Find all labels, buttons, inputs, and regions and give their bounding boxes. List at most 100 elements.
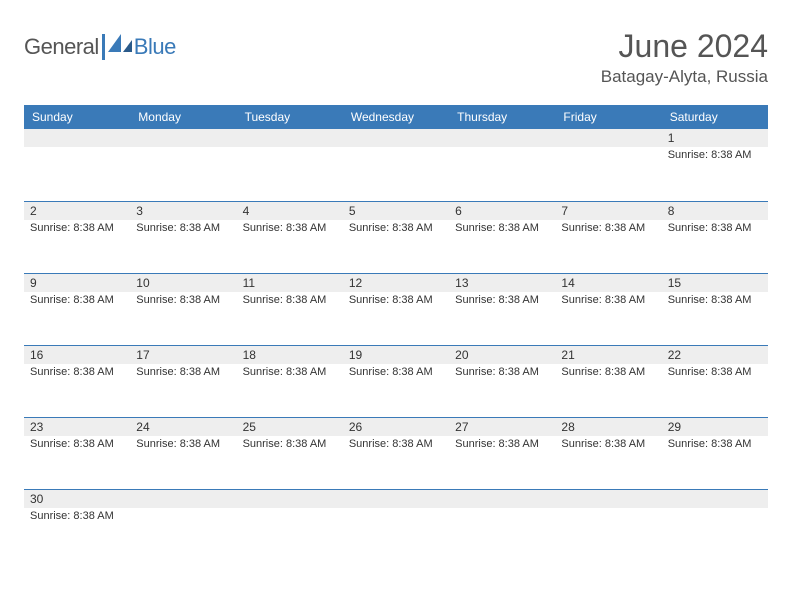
day-number: 12 bbox=[343, 274, 449, 292]
sunrise-time: Sunrise: 8:38 AM bbox=[24, 508, 130, 524]
day-number: 20 bbox=[449, 346, 555, 364]
day-number bbox=[662, 490, 768, 508]
day-number: 2 bbox=[24, 202, 130, 220]
weekday-friday: Friday bbox=[555, 105, 661, 129]
day-number: 8 bbox=[662, 202, 768, 220]
sunrise-time: Sunrise: 8:38 AM bbox=[130, 364, 236, 380]
day-number bbox=[130, 129, 236, 147]
day-number bbox=[130, 490, 236, 508]
weekday-saturday: Saturday bbox=[662, 105, 768, 129]
calendar-day bbox=[237, 490, 343, 561]
calendar-day: 3Sunrise: 8:38 AM bbox=[130, 202, 236, 273]
day-number: 26 bbox=[343, 418, 449, 436]
calendar-day: 29Sunrise: 8:38 AM bbox=[662, 418, 768, 489]
day-number bbox=[449, 490, 555, 508]
calendar-day: 21Sunrise: 8:38 AM bbox=[555, 346, 661, 417]
calendar-day: 17Sunrise: 8:38 AM bbox=[130, 346, 236, 417]
day-number: 22 bbox=[662, 346, 768, 364]
sunrise-time: Sunrise: 8:38 AM bbox=[449, 364, 555, 380]
sunrise-time: Sunrise: 8:38 AM bbox=[343, 220, 449, 236]
calendar-day bbox=[130, 129, 236, 201]
day-number: 17 bbox=[130, 346, 236, 364]
sunrise-time: Sunrise: 8:38 AM bbox=[24, 292, 130, 308]
day-number: 3 bbox=[130, 202, 236, 220]
sunrise-time: Sunrise: 8:38 AM bbox=[130, 220, 236, 236]
logo-text-general: General bbox=[24, 34, 99, 60]
sunrise-time: Sunrise: 8:38 AM bbox=[555, 364, 661, 380]
calendar-day bbox=[343, 129, 449, 201]
calendar-day: 20Sunrise: 8:38 AM bbox=[449, 346, 555, 417]
day-number bbox=[237, 490, 343, 508]
calendar-day: 6Sunrise: 8:38 AM bbox=[449, 202, 555, 273]
calendar-day: 15Sunrise: 8:38 AM bbox=[662, 274, 768, 345]
sunrise-time: Sunrise: 8:38 AM bbox=[343, 292, 449, 308]
sunrise-time: Sunrise: 8:38 AM bbox=[449, 436, 555, 452]
day-number: 4 bbox=[237, 202, 343, 220]
sunrise-time: Sunrise: 8:38 AM bbox=[130, 292, 236, 308]
title-block: June 2024 Batagay-Alyta, Russia bbox=[601, 28, 768, 87]
calendar-day: 2Sunrise: 8:38 AM bbox=[24, 202, 130, 273]
day-number bbox=[343, 129, 449, 147]
calendar-day: 27Sunrise: 8:38 AM bbox=[449, 418, 555, 489]
calendar-day bbox=[343, 490, 449, 561]
sunrise-time: Sunrise: 8:38 AM bbox=[237, 292, 343, 308]
day-number bbox=[555, 129, 661, 147]
day-number bbox=[237, 129, 343, 147]
logo-text-blue: Blue bbox=[134, 34, 176, 60]
sunrise-time: Sunrise: 8:38 AM bbox=[662, 292, 768, 308]
calendar-day bbox=[237, 129, 343, 201]
calendar-week: 2Sunrise: 8:38 AM3Sunrise: 8:38 AM4Sunri… bbox=[24, 201, 768, 273]
calendar-week: 1Sunrise: 8:38 AM bbox=[24, 129, 768, 201]
calendar-day: 25Sunrise: 8:38 AM bbox=[237, 418, 343, 489]
calendar-day: 30Sunrise: 8:38 AM bbox=[24, 490, 130, 561]
calendar-day: 24Sunrise: 8:38 AM bbox=[130, 418, 236, 489]
calendar-day: 7Sunrise: 8:38 AM bbox=[555, 202, 661, 273]
day-number: 25 bbox=[237, 418, 343, 436]
weekday-wednesday: Wednesday bbox=[343, 105, 449, 129]
day-number: 30 bbox=[24, 490, 130, 508]
sunrise-time: Sunrise: 8:38 AM bbox=[555, 292, 661, 308]
sunrise-time: Sunrise: 8:38 AM bbox=[343, 364, 449, 380]
calendar-day: 22Sunrise: 8:38 AM bbox=[662, 346, 768, 417]
weekday-header-row: Sunday Monday Tuesday Wednesday Thursday… bbox=[24, 105, 768, 129]
sunrise-time: Sunrise: 8:38 AM bbox=[449, 292, 555, 308]
sunrise-time: Sunrise: 8:38 AM bbox=[662, 436, 768, 452]
day-number: 29 bbox=[662, 418, 768, 436]
day-number: 28 bbox=[555, 418, 661, 436]
day-number: 23 bbox=[24, 418, 130, 436]
sunrise-time: Sunrise: 8:38 AM bbox=[24, 220, 130, 236]
day-number: 10 bbox=[130, 274, 236, 292]
calendar-day: 13Sunrise: 8:38 AM bbox=[449, 274, 555, 345]
sunrise-time: Sunrise: 8:38 AM bbox=[555, 220, 661, 236]
calendar-day: 19Sunrise: 8:38 AM bbox=[343, 346, 449, 417]
day-number bbox=[449, 129, 555, 147]
month-title: June 2024 bbox=[601, 28, 768, 65]
logo-sail-icon bbox=[108, 34, 132, 52]
calendar-day bbox=[449, 129, 555, 201]
day-number: 7 bbox=[555, 202, 661, 220]
logo-divider bbox=[102, 34, 105, 60]
sunrise-time: Sunrise: 8:38 AM bbox=[237, 436, 343, 452]
calendar-day: 9Sunrise: 8:38 AM bbox=[24, 274, 130, 345]
brand-logo: General Blue bbox=[24, 34, 176, 60]
calendar-day: 1Sunrise: 8:38 AM bbox=[662, 129, 768, 201]
day-number: 19 bbox=[343, 346, 449, 364]
calendar-day: 18Sunrise: 8:38 AM bbox=[237, 346, 343, 417]
calendar-day: 4Sunrise: 8:38 AM bbox=[237, 202, 343, 273]
calendar-week: 30Sunrise: 8:38 AM bbox=[24, 489, 768, 561]
sunrise-time: Sunrise: 8:38 AM bbox=[24, 364, 130, 380]
day-number: 11 bbox=[237, 274, 343, 292]
day-number: 15 bbox=[662, 274, 768, 292]
sunrise-time: Sunrise: 8:38 AM bbox=[237, 220, 343, 236]
calendar-day bbox=[449, 490, 555, 561]
day-number bbox=[343, 490, 449, 508]
day-number bbox=[24, 129, 130, 147]
calendar-week: 16Sunrise: 8:38 AM17Sunrise: 8:38 AM18Su… bbox=[24, 345, 768, 417]
day-number: 9 bbox=[24, 274, 130, 292]
calendar-day: 14Sunrise: 8:38 AM bbox=[555, 274, 661, 345]
location-label: Batagay-Alyta, Russia bbox=[601, 67, 768, 87]
day-number: 16 bbox=[24, 346, 130, 364]
calendar-day: 16Sunrise: 8:38 AM bbox=[24, 346, 130, 417]
calendar-day: 28Sunrise: 8:38 AM bbox=[555, 418, 661, 489]
calendar-day: 23Sunrise: 8:38 AM bbox=[24, 418, 130, 489]
